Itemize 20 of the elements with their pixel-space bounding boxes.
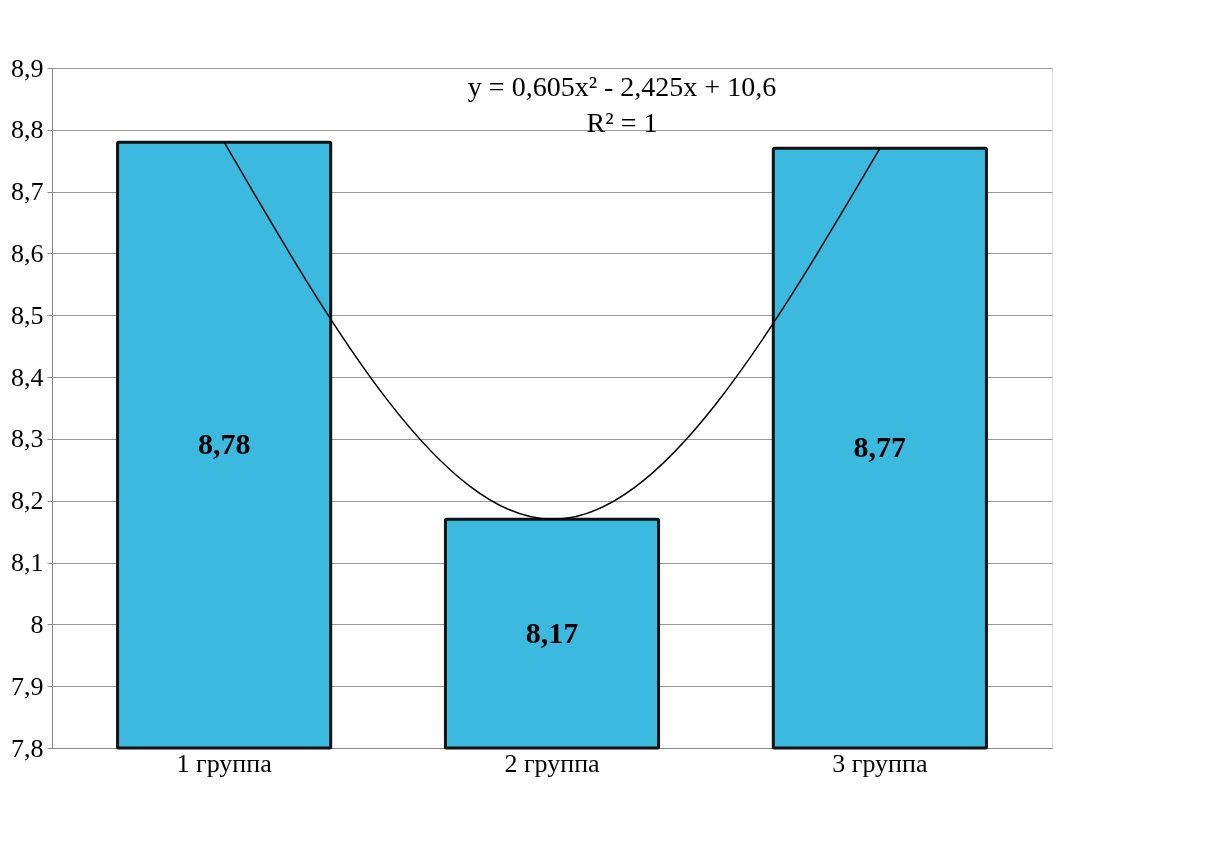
y-tick-label: 8,8 bbox=[11, 115, 44, 145]
y-tick-label: 7,9 bbox=[11, 671, 44, 701]
annotation: y = 0,605x² - 2,425x + 10,6 bbox=[467, 71, 777, 102]
data-label: 8,78 bbox=[197, 427, 251, 461]
y-tick-label: 8,6 bbox=[11, 238, 44, 268]
y-tick-label: 8 bbox=[30, 609, 44, 639]
y-tick-label: 8,3 bbox=[11, 424, 44, 454]
y-tick-label: 8,2 bbox=[11, 486, 44, 516]
data-label: 8,77 bbox=[853, 430, 907, 464]
x-tick-label: 2 группа bbox=[504, 748, 601, 778]
y-tick-label: 7,8 bbox=[11, 733, 44, 763]
data-label: 8,17 bbox=[525, 615, 579, 649]
y-tick-label: 8,5 bbox=[11, 300, 44, 330]
y-tick-label: 8,1 bbox=[11, 548, 44, 578]
y-tick-label: 8,4 bbox=[11, 362, 44, 392]
y-tick-label: 8,7 bbox=[11, 177, 44, 207]
annotation: R² = 1 bbox=[586, 107, 658, 138]
x-tick-label: 3 группа bbox=[832, 748, 928, 778]
y-tick-label: 8,9 bbox=[11, 53, 44, 83]
x-tick-label: 1 группа bbox=[176, 748, 273, 778]
